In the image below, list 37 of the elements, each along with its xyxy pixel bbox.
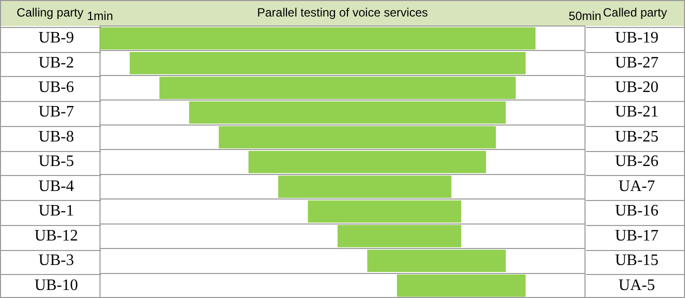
bar <box>189 101 506 124</box>
y-tick-label: UB-12 <box>34 227 78 244</box>
y2-tick-label: UB-26 <box>614 153 659 170</box>
y-tick-label: UB-2 <box>38 54 74 72</box>
y2-tick-label: UB-27 <box>614 54 659 72</box>
y-tick-label: UB-8 <box>38 128 74 146</box>
y-axis-title: Calling party <box>16 5 84 20</box>
y-tick-label: UB-10 <box>34 276 78 294</box>
y2-tick-label: UB-17 <box>614 227 659 244</box>
y2-tick-label: UB-21 <box>614 104 659 121</box>
y-tick-label: UB-1 <box>38 202 74 220</box>
bar <box>248 150 486 174</box>
bar <box>308 200 462 223</box>
bar <box>367 250 506 272</box>
y2-tick-label: UB-16 <box>614 202 659 220</box>
y2-tick-label: UB-19 <box>614 30 659 47</box>
chart-title: Parallel testing of voice services <box>257 5 428 20</box>
y-tick-label: UB-7 <box>38 104 74 121</box>
y2-tick-label: UB-25 <box>614 128 659 146</box>
y2-tick-label: UB-20 <box>614 79 659 96</box>
y2-axis-title: Called party <box>602 5 668 20</box>
y2-tick-label: UB-15 <box>614 252 659 270</box>
x-tick-label: 50min <box>568 9 602 24</box>
y-tick-label: UB-3 <box>38 252 74 270</box>
y2-tick-label: UA-7 <box>618 178 655 195</box>
x-tick-label: 1min <box>86 9 114 24</box>
y-tick-label: UB-6 <box>38 79 74 96</box>
bar <box>396 274 526 297</box>
y-tick-label: UB-5 <box>38 153 74 170</box>
bar <box>130 52 526 74</box>
y-tick-label: UB-9 <box>38 30 74 47</box>
bar <box>159 76 516 99</box>
bar <box>338 225 462 248</box>
bar <box>218 126 496 148</box>
y-tick-label: UB-4 <box>38 178 74 195</box>
y2-tick-label: UA-5 <box>618 276 655 294</box>
bar <box>278 176 452 198</box>
